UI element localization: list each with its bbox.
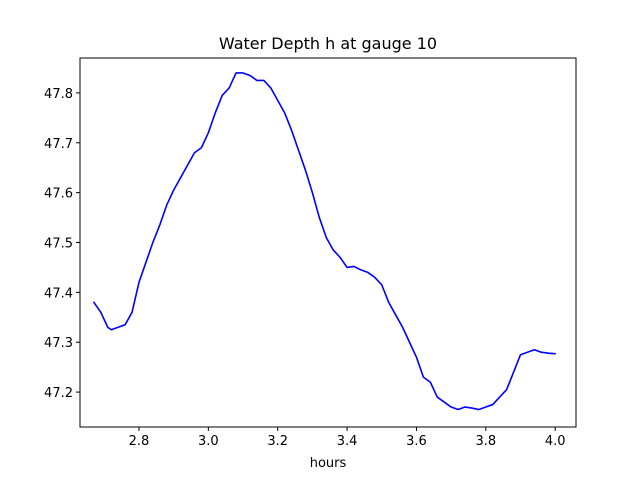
y-tick-label: 47.2 <box>44 386 73 401</box>
y-tick-label: 47.4 <box>44 286 73 301</box>
x-axis-label: hours <box>310 456 347 471</box>
y-tick-label: 47.3 <box>44 336 73 351</box>
series-line <box>93 72 556 411</box>
x-tick-label: 3.8 <box>475 434 496 449</box>
x-tick-label: 2.8 <box>129 434 150 449</box>
x-tick-label: 3.2 <box>267 434 288 449</box>
y-tick-label: 47.7 <box>44 137 73 152</box>
x-axis: 2.8 3.0 3.2 3.4 3.6 3.8 4.0 <box>129 427 566 449</box>
x-tick-label: 3.4 <box>337 434 358 449</box>
y-tick-label: 47.5 <box>44 237 73 252</box>
plot-area <box>93 72 556 411</box>
x-tick-label: 3.6 <box>406 434 427 449</box>
x-tick-label: 4.0 <box>545 434 566 449</box>
y-axis: 47.2 47.3 47.4 47.5 47.6 47.7 47.8 <box>44 87 80 401</box>
x-tick-label: 3.0 <box>198 434 219 449</box>
y-tick-label: 47.6 <box>44 187 73 202</box>
y-tick-label: 47.8 <box>44 87 73 102</box>
chart-title: Water Depth h at gauge 10 <box>219 34 437 53</box>
